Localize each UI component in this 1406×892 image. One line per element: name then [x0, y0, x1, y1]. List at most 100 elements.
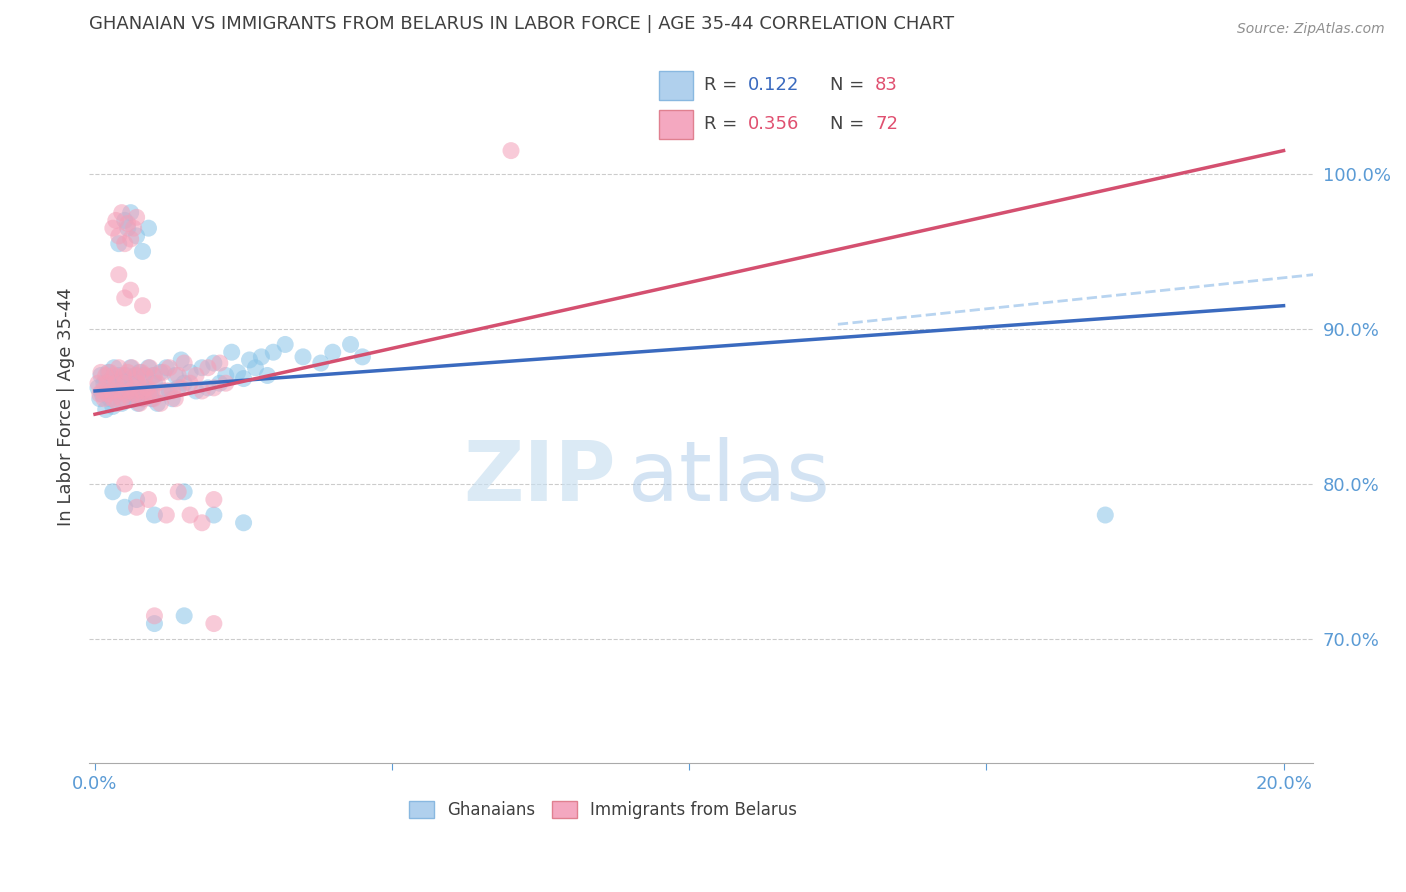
Point: [94, 402, 117, 417]
Point: [108, 384, 131, 398]
Point: [197, 360, 219, 375]
Point: [114, 500, 136, 515]
Text: ZIP: ZIP: [463, 437, 616, 518]
Point: [121, 360, 143, 375]
Point: [98, 365, 121, 379]
Point: [274, 337, 297, 351]
Point: [100, 371, 122, 385]
Point: [111, 396, 134, 410]
Point: [121, 384, 143, 398]
Point: [165, 392, 187, 406]
Point: [117, 217, 139, 231]
Point: [143, 608, 166, 623]
Text: GHANAIAN VS IMMIGRANTS FROM BELARUS IN LABOR FORCE | AGE 35-44 CORRELATION CHART: GHANAIAN VS IMMIGRANTS FROM BELARUS IN L…: [89, 15, 955, 33]
Point: [157, 360, 180, 375]
Point: [97, 365, 120, 379]
Point: [232, 516, 254, 530]
Point: [141, 384, 163, 398]
Point: [115, 368, 138, 383]
Point: [179, 365, 201, 379]
Point: [155, 508, 177, 522]
Point: [101, 484, 124, 499]
Point: [98, 392, 121, 406]
Point: [107, 228, 129, 243]
Point: [215, 376, 238, 391]
Point: [118, 387, 141, 401]
Point: [138, 360, 160, 375]
Point: [128, 396, 150, 410]
Legend: Ghanaians, Immigrants from Belarus: Ghanaians, Immigrants from Belarus: [402, 795, 804, 826]
Point: [91, 384, 114, 398]
Point: [170, 353, 193, 368]
Text: Source: ZipAtlas.com: Source: ZipAtlas.com: [1237, 22, 1385, 37]
Point: [124, 387, 146, 401]
Point: [155, 384, 177, 398]
Point: [125, 376, 148, 391]
Point: [107, 268, 129, 282]
Point: [142, 392, 165, 406]
Point: [96, 376, 118, 391]
Point: [132, 368, 155, 383]
Point: [322, 345, 344, 359]
Point: [179, 376, 201, 391]
Point: [179, 508, 201, 522]
Point: [104, 376, 127, 391]
Point: [215, 368, 238, 383]
Point: [256, 368, 278, 383]
Point: [184, 368, 207, 383]
Point: [170, 381, 193, 395]
Point: [138, 387, 160, 401]
Point: [262, 345, 284, 359]
Point: [125, 492, 148, 507]
Point: [103, 360, 125, 375]
Point: [114, 213, 136, 227]
Point: [138, 221, 160, 235]
Point: [136, 381, 159, 395]
Point: [132, 392, 155, 406]
Point: [202, 381, 225, 395]
Point: [131, 244, 153, 259]
Point: [111, 205, 134, 219]
Point: [339, 337, 361, 351]
Point: [167, 381, 190, 395]
Point: [125, 228, 148, 243]
Point: [202, 616, 225, 631]
Point: [90, 368, 112, 383]
Point: [114, 376, 136, 391]
Point: [138, 492, 160, 507]
Text: atlas: atlas: [627, 437, 830, 518]
Point: [97, 387, 120, 401]
Point: [104, 213, 127, 227]
Point: [101, 221, 124, 235]
Point: [96, 384, 118, 398]
Point: [120, 360, 142, 375]
Point: [120, 392, 142, 406]
Point: [125, 368, 148, 383]
Point: [112, 368, 135, 383]
Point: [142, 368, 165, 383]
Point: [131, 299, 153, 313]
Point: [122, 221, 145, 235]
Point: [138, 384, 160, 398]
Point: [115, 387, 138, 401]
Point: [131, 384, 153, 398]
Point: [202, 356, 225, 370]
Point: [93, 392, 115, 406]
Point: [167, 368, 190, 383]
Point: [94, 368, 117, 383]
Point: [89, 392, 111, 406]
Point: [89, 387, 111, 401]
Point: [104, 381, 127, 395]
Point: [1094, 508, 1116, 522]
Point: [114, 236, 136, 251]
Point: [292, 350, 315, 364]
Y-axis label: In Labor Force | Age 35-44: In Labor Force | Age 35-44: [58, 287, 75, 525]
Point: [128, 365, 150, 379]
Point: [87, 376, 110, 391]
Point: [173, 484, 195, 499]
Point: [120, 232, 142, 246]
Point: [87, 381, 110, 395]
Point: [141, 392, 163, 406]
Point: [135, 381, 157, 395]
Point: [143, 616, 166, 631]
